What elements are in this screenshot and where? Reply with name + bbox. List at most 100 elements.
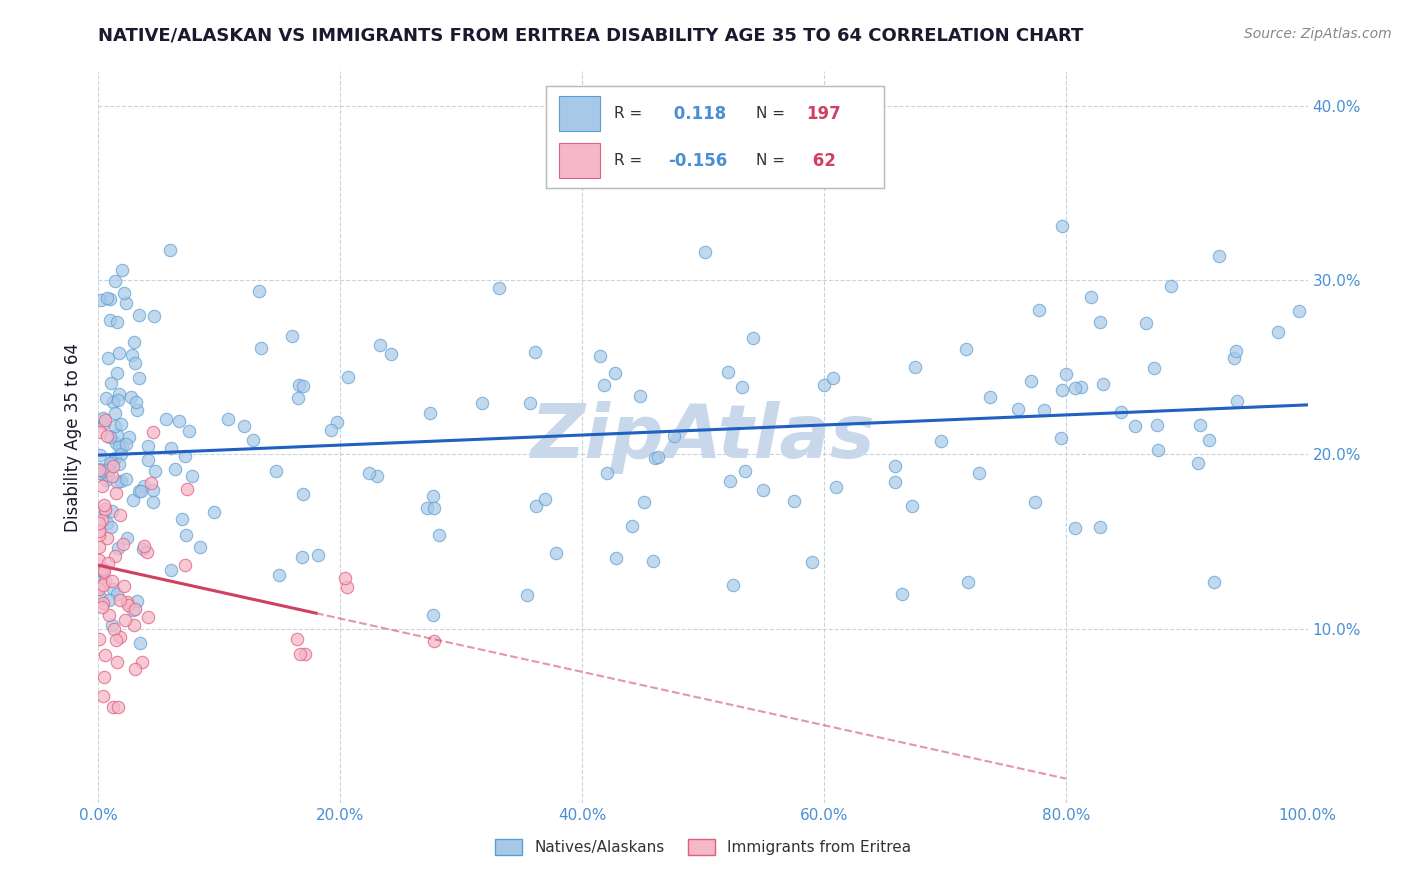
Point <box>96 532 118 546</box>
Point <box>516 589 538 603</box>
Point <box>422 608 444 623</box>
Point <box>752 483 775 498</box>
Point <box>285 632 308 646</box>
Point <box>287 392 309 406</box>
Point <box>742 331 765 345</box>
Point <box>107 392 129 407</box>
Point <box>1223 351 1246 365</box>
Point <box>104 418 127 433</box>
Point <box>1070 380 1092 394</box>
Point <box>782 494 804 508</box>
Point <box>115 595 138 609</box>
Point <box>87 541 110 555</box>
Point <box>104 436 127 450</box>
Point <box>136 544 159 558</box>
Point <box>117 531 139 545</box>
Point <box>1288 303 1310 318</box>
Point <box>117 598 139 612</box>
Point <box>1160 279 1182 293</box>
Point <box>98 593 121 607</box>
Point <box>90 293 112 308</box>
Point <box>103 459 125 474</box>
Point <box>124 335 146 350</box>
Point <box>115 437 138 451</box>
Point <box>87 632 110 647</box>
Point <box>359 466 381 480</box>
Point <box>628 389 651 403</box>
Point <box>91 479 114 493</box>
Point <box>89 527 111 541</box>
Point <box>101 700 124 714</box>
Point <box>1226 393 1249 408</box>
Point <box>1142 361 1164 376</box>
Text: Source: ZipAtlas.com: Source: ZipAtlas.com <box>1244 27 1392 41</box>
Point <box>142 425 165 439</box>
Point <box>419 406 441 420</box>
Point <box>122 603 145 617</box>
Point <box>1123 418 1146 433</box>
Point <box>717 365 740 379</box>
Point <box>1188 418 1211 433</box>
Point <box>91 600 114 615</box>
Point <box>141 483 163 497</box>
Point <box>644 450 666 465</box>
Point <box>107 699 129 714</box>
Point <box>1054 367 1077 381</box>
Point <box>333 571 356 585</box>
Point <box>108 439 131 453</box>
Point <box>1080 290 1102 304</box>
Point <box>1135 316 1157 330</box>
Point <box>96 473 118 487</box>
Point <box>132 539 155 553</box>
Point <box>127 403 149 417</box>
Point <box>98 456 121 470</box>
Point <box>695 245 717 260</box>
Point <box>136 453 159 467</box>
Point <box>91 596 114 610</box>
Point <box>605 550 627 565</box>
Point <box>107 458 129 472</box>
Point <box>94 648 117 662</box>
Point <box>593 377 616 392</box>
Point <box>172 512 194 526</box>
Point <box>884 475 907 489</box>
Point <box>105 315 128 329</box>
Point <box>291 549 314 564</box>
Point <box>422 489 444 503</box>
Point <box>89 462 111 476</box>
Point <box>91 410 114 425</box>
Point <box>1225 343 1247 358</box>
Point <box>1028 302 1050 317</box>
Point <box>111 263 134 277</box>
Point <box>589 349 612 363</box>
Point <box>91 565 114 579</box>
Point <box>173 449 195 463</box>
Point <box>101 504 124 518</box>
Point <box>1208 249 1230 263</box>
Point <box>188 540 211 554</box>
Point <box>128 371 150 385</box>
Point <box>233 419 256 434</box>
Point <box>118 430 141 444</box>
Point <box>217 412 239 426</box>
Point <box>294 647 316 661</box>
Point <box>125 395 148 409</box>
Point <box>91 578 114 592</box>
Point <box>90 564 112 578</box>
Point <box>129 636 152 650</box>
Point <box>523 345 546 359</box>
Point <box>366 469 388 483</box>
Point <box>89 553 111 567</box>
Point <box>108 592 131 607</box>
Point <box>96 291 118 305</box>
Point <box>103 622 125 636</box>
Point <box>427 527 450 541</box>
Point <box>87 582 110 597</box>
Point <box>103 406 125 420</box>
Point <box>160 442 183 456</box>
Point <box>101 617 124 632</box>
Point <box>380 347 402 361</box>
Point <box>423 634 446 648</box>
Point <box>98 312 121 326</box>
Point <box>128 483 150 498</box>
